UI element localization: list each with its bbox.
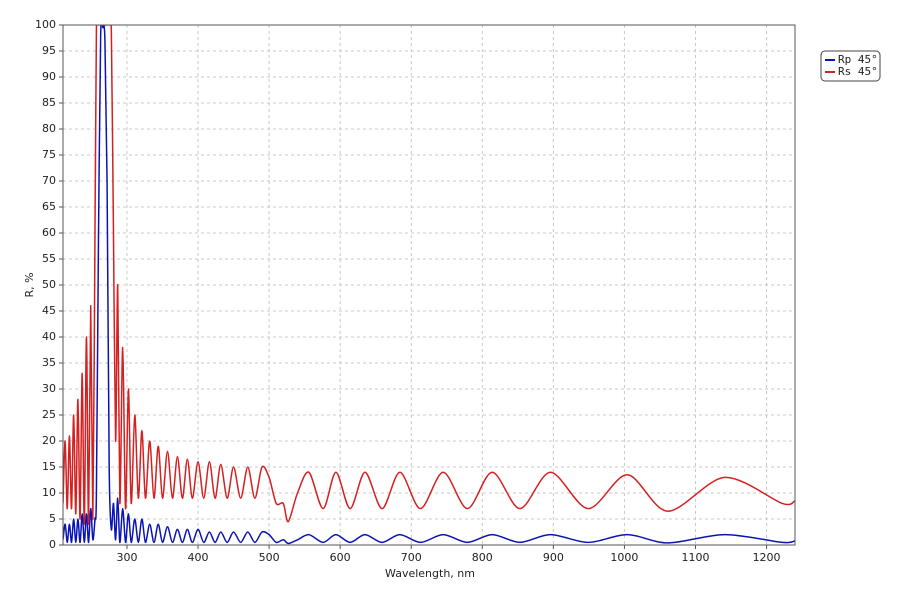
y-tick-label: 5	[49, 512, 56, 525]
y-tick-label: 100	[35, 18, 56, 31]
x-tick-label: 800	[472, 551, 493, 564]
x-tick-label: 400	[188, 551, 209, 564]
legend-label: Rs 45°	[838, 65, 878, 78]
y-tick-label: 0	[49, 538, 56, 551]
x-tick-label: 700	[401, 551, 422, 564]
y-tick-label: 80	[42, 122, 56, 135]
x-tick-label: 1000	[610, 551, 638, 564]
legend-label: Rp 45°	[838, 53, 878, 66]
y-tick-label: 65	[42, 200, 56, 213]
x-tick-label: 900	[543, 551, 564, 564]
x-tick-label: 1100	[682, 551, 710, 564]
plot-frame	[62, 24, 796, 546]
y-tick-label: 50	[42, 278, 56, 291]
y-tick-label: 70	[42, 174, 56, 187]
x-tick-label: 600	[330, 551, 351, 564]
y-tick-label: 55	[42, 252, 56, 265]
y-tick-label: 25	[42, 408, 56, 421]
y-tick-label: 35	[42, 356, 56, 369]
y-tick-label: 40	[42, 330, 56, 343]
x-tick-label: 500	[259, 551, 280, 564]
y-tick-label: 30	[42, 382, 56, 395]
series-line	[63, 25, 795, 525]
y-tick-label: 95	[42, 44, 56, 57]
y-tick-label: 10	[42, 486, 56, 499]
legend-box	[820, 50, 881, 82]
y-tick-label: 15	[42, 460, 56, 473]
x-tick-label: 300	[116, 551, 137, 564]
y-axis-label: R, %	[23, 272, 36, 297]
y-tick-label: 60	[42, 226, 56, 239]
y-tick-label: 85	[42, 96, 56, 109]
y-tick-label: 90	[42, 70, 56, 83]
y-tick-label: 45	[42, 304, 56, 317]
x-tick-label: 1200	[753, 551, 781, 564]
series-line	[63, 25, 795, 545]
y-tick-label: 75	[42, 148, 56, 161]
y-tick-label: 20	[42, 434, 56, 447]
x-axis-label: Wavelength, nm	[385, 567, 475, 580]
